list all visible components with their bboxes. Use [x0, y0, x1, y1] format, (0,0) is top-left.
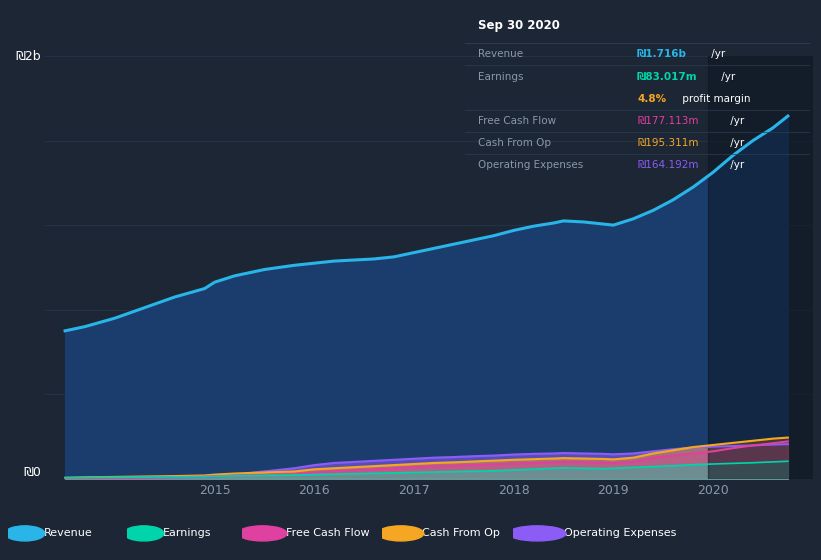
- Circle shape: [378, 526, 424, 541]
- Circle shape: [124, 526, 164, 541]
- Text: Revenue: Revenue: [479, 49, 524, 59]
- Circle shape: [5, 526, 45, 541]
- Text: ₪83.017m: ₪83.017m: [637, 72, 698, 82]
- Text: ₪164.192m: ₪164.192m: [637, 160, 699, 170]
- Bar: [708, 56, 813, 479]
- Text: 4.8%: 4.8%: [637, 94, 666, 104]
- Text: ₪0: ₪0: [24, 466, 41, 479]
- Text: Free Cash Flow: Free Cash Flow: [286, 529, 369, 538]
- Text: Operating Expenses: Operating Expenses: [564, 529, 677, 538]
- Text: ₪1.716b: ₪1.716b: [637, 49, 687, 59]
- Text: Earnings: Earnings: [163, 529, 211, 538]
- Text: Sep 30 2020: Sep 30 2020: [479, 19, 561, 32]
- Text: Free Cash Flow: Free Cash Flow: [479, 116, 557, 126]
- Circle shape: [238, 526, 287, 541]
- Text: /yr: /yr: [709, 49, 726, 59]
- Text: ₪177.113m: ₪177.113m: [637, 116, 699, 126]
- Text: Operating Expenses: Operating Expenses: [479, 160, 584, 170]
- Text: /yr: /yr: [727, 138, 745, 148]
- Text: Earnings: Earnings: [479, 72, 524, 82]
- Text: ₪195.311m: ₪195.311m: [637, 138, 699, 148]
- Text: Cash From Op: Cash From Op: [479, 138, 552, 148]
- Text: ₪2b: ₪2b: [16, 49, 41, 63]
- Text: profit margin: profit margin: [679, 94, 750, 104]
- Text: /yr: /yr: [727, 116, 745, 126]
- Circle shape: [508, 526, 566, 541]
- Text: /yr: /yr: [718, 72, 735, 82]
- Text: Revenue: Revenue: [44, 529, 93, 538]
- Text: Cash From Op: Cash From Op: [423, 529, 500, 538]
- Text: /yr: /yr: [727, 160, 745, 170]
